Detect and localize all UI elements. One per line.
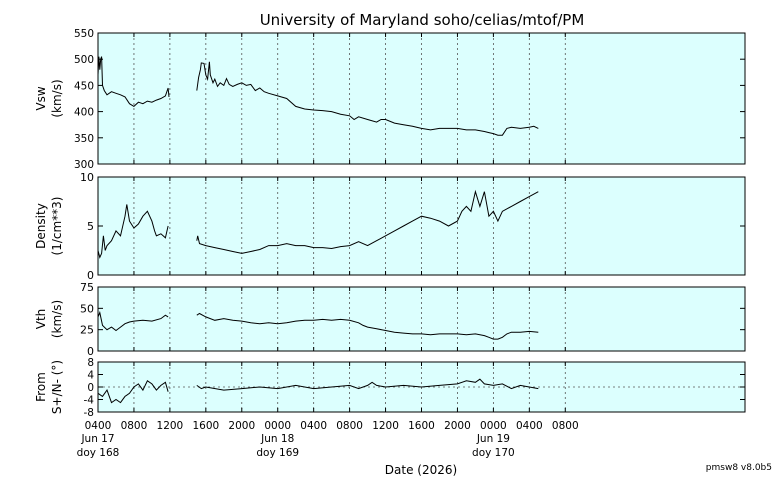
y-tick-label: 4 [87, 370, 94, 382]
series-line-0 [97, 310, 169, 332]
x-tick-label: 0800 [552, 420, 579, 432]
series-line-0 [97, 380, 169, 404]
y-axis-label: (1/cm**3) [50, 197, 64, 256]
y-axis-label: Vsw [34, 86, 48, 110]
y-tick-label: 75 [80, 281, 94, 294]
y-tick-label: 0 [87, 269, 94, 282]
y-tick-label: 500 [74, 54, 94, 66]
panel-frame [97, 361, 746, 413]
day-label: Jun 18 [260, 433, 294, 445]
doy-label: doy 169 [256, 447, 299, 459]
x-tick-label: 1600 [192, 420, 219, 432]
x-tick-label: 0000 [264, 420, 291, 432]
x-tick-label: 0400 [85, 420, 112, 432]
y-axis-label: Vth [34, 309, 48, 330]
series-line-1 [196, 189, 539, 254]
x-axis-label: Date (2026) [385, 463, 457, 477]
x-tick-label: 1600 [408, 420, 435, 432]
y-tick-label: 50 [80, 302, 94, 315]
x-tick-label: 2000 [228, 420, 255, 432]
series-line-1 [196, 378, 539, 391]
y-tick-label: 350 [74, 133, 94, 145]
y-axis-label: (km/s) [50, 300, 64, 338]
y-tick-label: -4 [84, 395, 95, 407]
day-label: Jun 17 [80, 433, 114, 445]
y-axis-label: From [34, 372, 48, 402]
x-tick-label: 0800 [121, 420, 148, 432]
x-tick-label: 0400 [300, 420, 327, 432]
y-axis-label: (km/s) [50, 79, 64, 117]
y-tick-label: 450 [74, 80, 94, 92]
x-tick-label: 1200 [372, 420, 399, 432]
y-tick-label: 8 [87, 357, 94, 369]
chart-title: University of Maryland soho/celias/mtof/… [260, 11, 585, 29]
panel-1: 0 5 10 Density (1/cm**3) [34, 171, 746, 282]
panel-2: 0 25 50 75 Vth (km/s) [34, 281, 746, 358]
y-tick-label: -8 [84, 407, 94, 419]
day-label: Jun 19 [476, 433, 510, 445]
series-line-1 [196, 312, 539, 340]
panel-frame [97, 176, 746, 276]
panel-0: 300 350 400 450 500 550 Vsw (km/s) [34, 28, 746, 171]
y-tick-label: 0 [87, 382, 94, 394]
x-tick-label: 0800 [336, 420, 363, 432]
doy-label: doy 170 [472, 447, 515, 459]
y-tick-label: 550 [74, 28, 94, 40]
y-tick-label: 25 [80, 324, 94, 337]
series-line-1 [196, 61, 539, 136]
y-axis-label: S+/N- (°) [50, 360, 64, 414]
series-line-0 [97, 56, 170, 108]
y-axis-label: Density [34, 203, 48, 249]
y-tick-label: 10 [80, 171, 94, 184]
y-tick-label: 0 [87, 345, 94, 358]
series-line-0 [97, 204, 169, 259]
version-label: pmsw8 v8.0b5 [706, 463, 772, 473]
y-tick-label: 400 [74, 107, 94, 119]
y-tick-label: 5 [87, 220, 94, 233]
x-tick-label: 0400 [516, 420, 543, 432]
panel-frame [97, 286, 746, 352]
x-axis: 0400 0800 1200 1600 2000 0000 0400 0800 1200 1600… [77, 420, 579, 459]
panel-frame [97, 32, 746, 165]
x-tick-label: 1200 [157, 420, 184, 432]
doy-label: doy 168 [77, 447, 120, 459]
x-tick-label: 2000 [444, 420, 471, 432]
panel-background [98, 177, 745, 275]
x-tick-label: 0000 [480, 420, 507, 432]
y-tick-label: 300 [74, 159, 94, 171]
